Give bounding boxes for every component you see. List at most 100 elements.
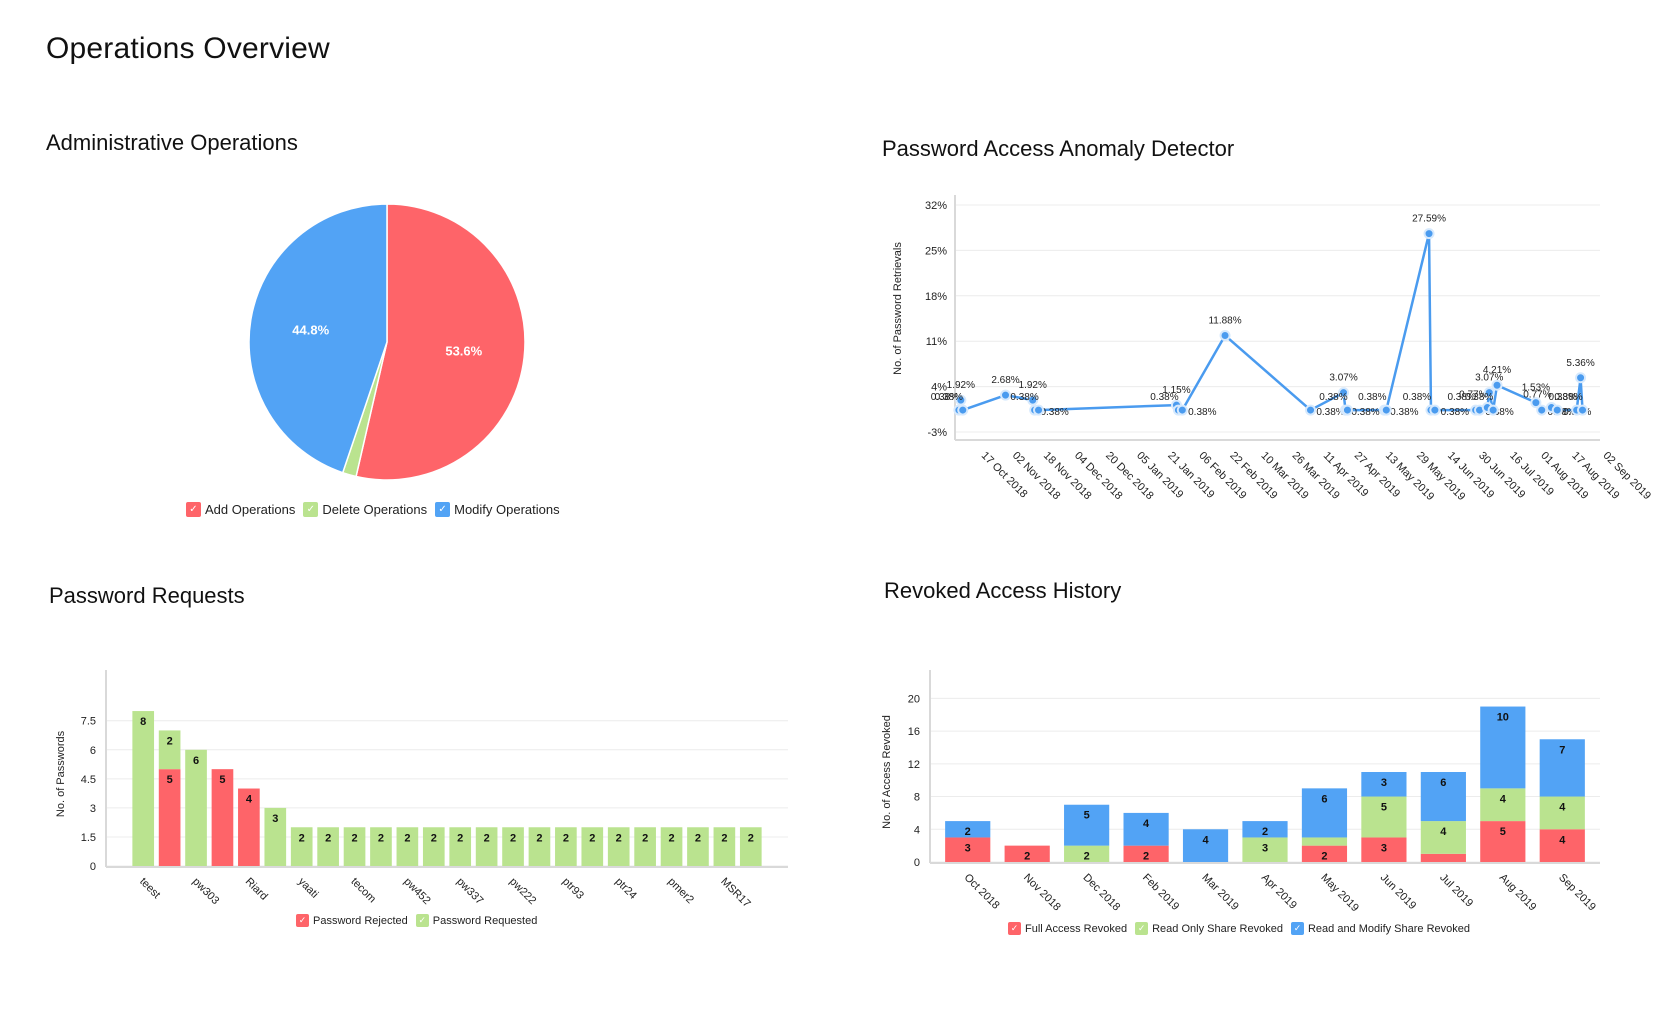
bar-segment-password-requested [370,827,392,866]
x-tick-label: Sep 2019 [1556,872,1598,914]
bar-segment-read-only-share-revoked [1420,821,1466,854]
bar-segment-password-requested [528,827,551,866]
data-label: 0.38% [1040,407,1068,418]
legend-check-icon[interactable]: ✓ [415,914,429,927]
legend-check-icon[interactable]: ✓ [1008,922,1021,935]
legend-check-icon[interactable]: ✓ [435,502,451,517]
y-tick-label: 3 [90,803,96,815]
bar-data-label: 2 [299,832,305,844]
bar-data-label: 2 [1143,851,1149,863]
bar-segment-password-requested [687,827,709,866]
bar-segment-full-access-revoked [1301,845,1348,862]
bar-data-label: 5 [1500,826,1506,838]
data-label: 0.38% [1441,407,1469,418]
bar-data-label: 5 [167,774,173,786]
data-label: 1.92% [947,380,975,391]
x-tick-label: Nov 2018 [1021,872,1063,914]
legend-check-icon[interactable]: ✓ [186,502,201,517]
bar-data-label: 2 [965,826,971,838]
bar-data-label: 2 [167,735,173,747]
y-tick-label: 8 [914,792,920,804]
legend-item-read-only-share-revoked[interactable]: ✓ Read Only Share Revoked [1135,922,1283,935]
data-label: 0.38% [1010,392,1038,403]
bar-data-label: 5 [1381,802,1387,814]
data-label: 0.38% [935,392,963,403]
data-point [1380,404,1392,416]
legend-check-icon[interactable]: ✓ [1290,922,1304,935]
bar-segment-full-access-revoked [945,837,991,862]
page-title: Operations Overview [46,32,330,65]
bar-segment-read-and-modify-share-revoked [1539,739,1585,797]
bar-data-label: 2 [378,832,384,844]
data-point [1536,404,1548,416]
x-tick-label: Feb 2019 [1140,872,1181,913]
legend-item-password-rejected[interactable]: ✓ Password Rejected [296,914,408,927]
x-tick-label: May 2019 [1318,872,1361,915]
bar-segment-password-requested [317,827,339,866]
data-label: 0.38% [1351,407,1379,418]
bar-segment-password-requested [502,827,524,866]
bar-data-label: 2 [748,832,754,844]
bar-segment-password-rejected [211,769,234,866]
bar-segment-full-access-revoked [1123,845,1169,862]
legend-item-full-access-revoked[interactable]: ✓ Full Access Revoked [1008,922,1127,935]
data-label: 4.21% [1483,365,1511,376]
bar-data-label: 4 [1559,802,1566,814]
data-point [1483,387,1495,399]
legend-check-icon[interactable]: ✓ [303,502,319,517]
legend-label: Delete Operations [322,502,428,517]
data-label: 0.38% [931,392,959,403]
bar-data-label: 4 [246,794,253,806]
bar-data-label: 7 [1559,744,1565,756]
bar-data-label: 5 [1084,810,1090,822]
bar-segment-read-and-modify-share-revoked [1182,829,1229,862]
data-point [1551,404,1563,416]
bar-segment-password-requested [422,827,445,866]
legend-item-read-and-modify-share-revoked[interactable]: ✓ Read and Modify Share Revoked [1290,922,1471,935]
bar-segment-password-requested [607,827,630,866]
bar-segment-read-and-modify-share-revoked [945,821,991,838]
bar-data-label: 2 [668,832,674,844]
bar-segment-read-only-share-revoked [1301,837,1348,846]
legend-item-delete-operations[interactable]: ✓ Delete Operations [303,502,427,517]
legend-item-password-requested[interactable]: ✓ Password Requested [415,914,537,927]
bar-data-label: 5 [219,774,225,786]
y-tick-label: 32% [925,200,947,212]
legend-check-icon[interactable]: ✓ [1135,922,1149,935]
bar-data-label: 4 [1143,818,1150,830]
bar-data-label: 6 [1440,777,1446,789]
y-axis-title: No. of Password Retrievals [892,242,904,375]
data-label: 0.38% [1319,392,1347,403]
data-point [1487,404,1499,416]
legend-item-modify-operations[interactable]: ✓ Modify Operations [435,502,560,517]
bar-data-label: 2 [1024,851,1030,863]
data-label: 0.38% [1447,392,1475,403]
bar-segment-password-requested [158,730,181,770]
bar-segment-read-only-share-revoked [1064,845,1110,862]
legend-label: Read and Modify Share Revoked [1307,922,1471,935]
x-tick-label: Oct 2018 [962,872,1002,912]
bar-segment-password-requested [396,827,419,866]
y-tick-label: 1.5 [81,832,96,844]
bar-segment-read-only-share-revoked [1480,788,1526,822]
bar-segment-read-only-share-revoked [1361,796,1407,838]
bar-segment-full-access-revoked [1420,853,1466,862]
bar-data-label: 2 [1321,851,1327,863]
pie-slice-modify-operations [248,203,388,474]
data-point [1219,329,1231,341]
bar-data-label: 2 [721,832,727,844]
requests-legend: ✓ Password Rejected ✓ Password Requested [296,914,537,927]
legend-item-add-operations[interactable]: ✓ Add Operations [186,502,295,517]
y-tick-label: 7.5 [81,716,96,728]
data-point [1575,372,1587,384]
bar-segment-password-requested [132,711,155,866]
data-label: 11.88% [1208,315,1241,326]
legend-check-icon[interactable]: ✓ [296,914,309,927]
data-label: 1.92% [1019,380,1047,391]
data-label: 0.38% [1485,407,1513,418]
bar-data-label: 4 [1500,793,1507,805]
data-point [957,404,969,416]
